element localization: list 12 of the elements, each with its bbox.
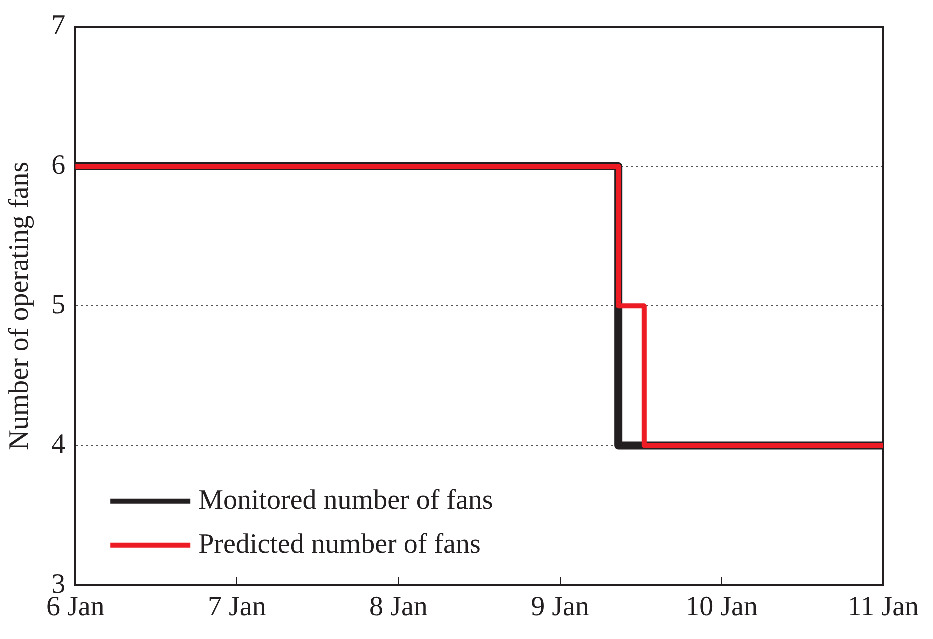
y-tick-label: 6 [52,150,66,181]
legend-label: Monitored number of fans [198,484,494,516]
x-tick-label: 7 Jan [208,592,266,623]
legend-label: Predicted number of fans [198,528,481,560]
x-tick-label: 9 Jan [531,592,590,623]
x-tick-label: 8 Jan [370,592,428,623]
y-tick-label: 7 [52,10,66,42]
x-tick-label: 10 Jan [686,592,758,623]
y-tick-label: 5 [52,289,66,320]
x-tick-label: 11 Jan [848,592,920,623]
y-axis-title: Number of operating fans [4,162,36,450]
y-tick-label: 4 [52,429,66,460]
